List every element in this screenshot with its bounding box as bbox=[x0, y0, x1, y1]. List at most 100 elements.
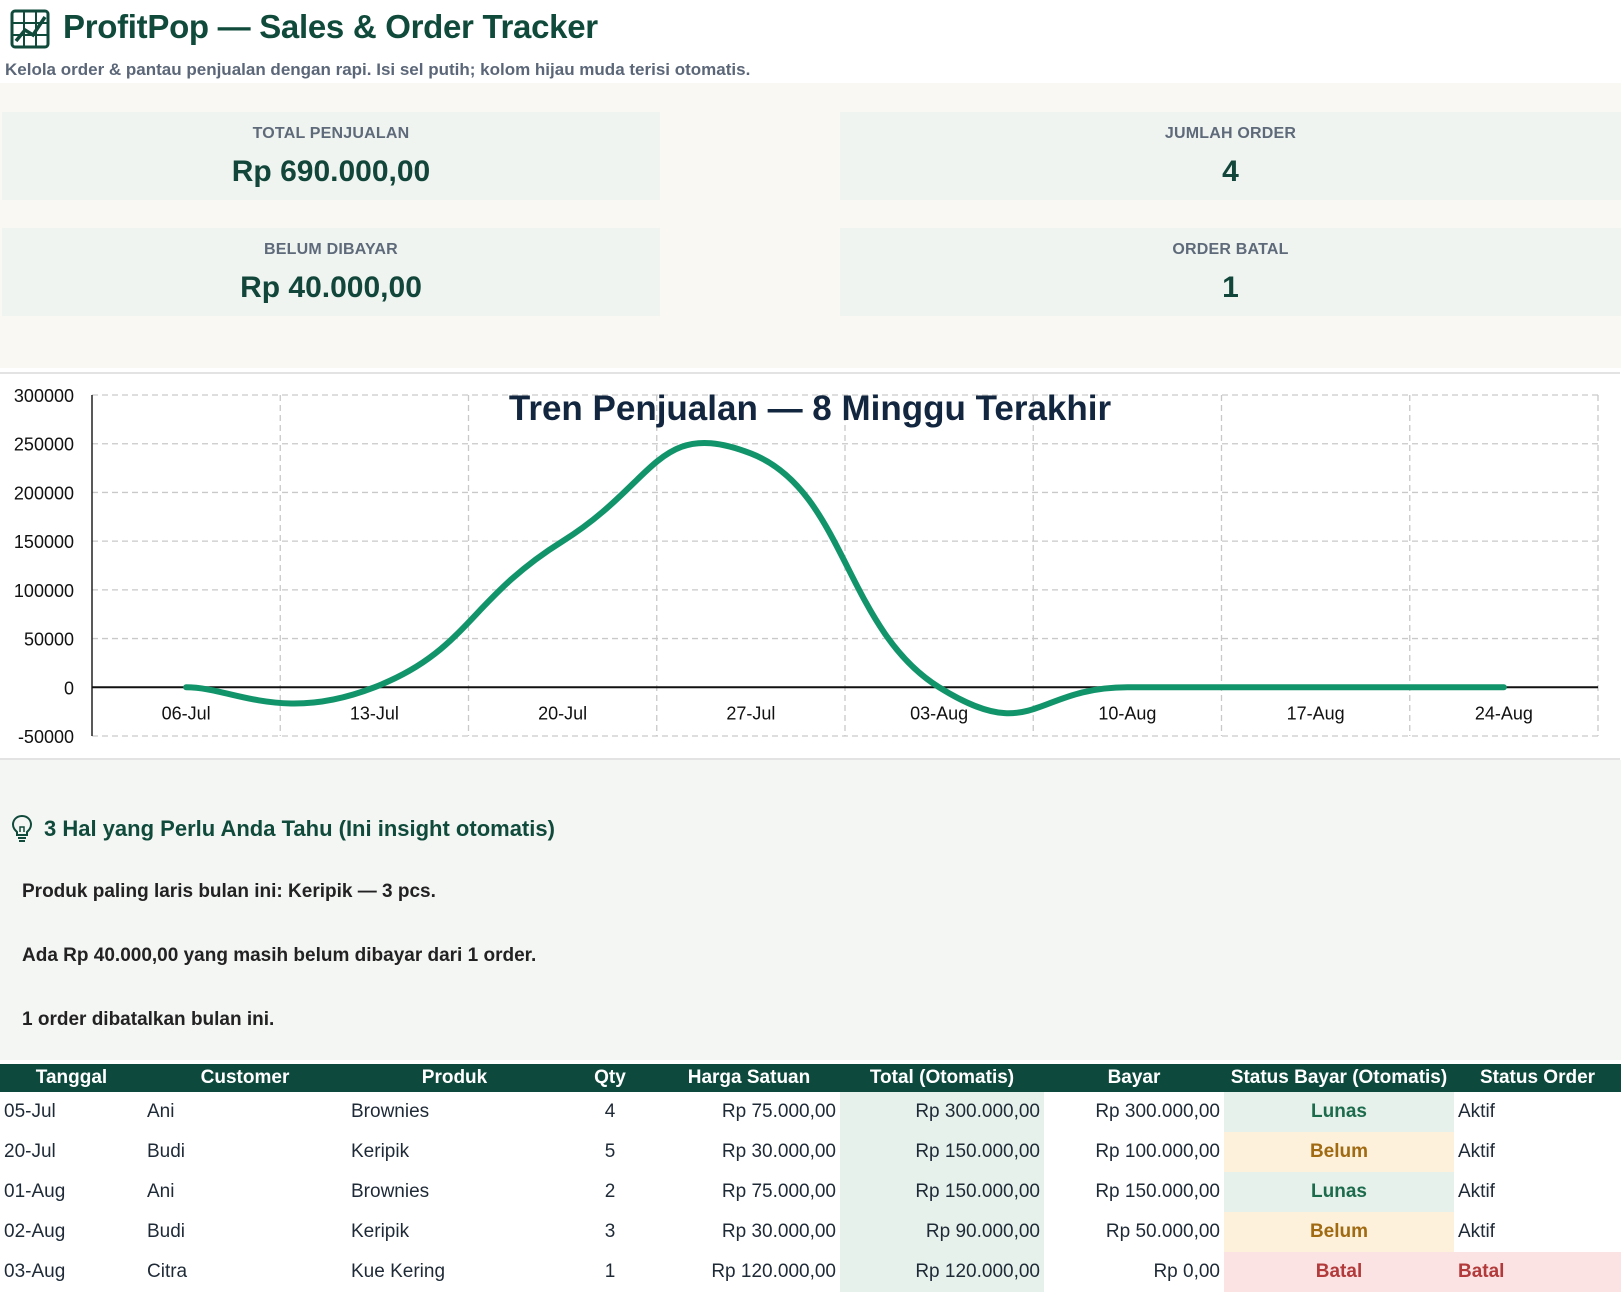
cell-status-order[interactable]: Aktif bbox=[1458, 1181, 1495, 1202]
column-header-produk[interactable]: Produk bbox=[347, 1064, 562, 1092]
cell-customer[interactable]: Budi bbox=[147, 1141, 186, 1162]
kpi-value: Rp 690.000,00 bbox=[231, 155, 431, 188]
column-header-tanggal[interactable]: Tanggal bbox=[0, 1064, 143, 1092]
cell-qty[interactable]: 5 bbox=[604, 1141, 616, 1162]
cell-bayar[interactable]: Rp 300.000,00 bbox=[1095, 1101, 1220, 1122]
y-tick-label: 300000 bbox=[14, 386, 74, 406]
cell-total: Rp 300.000,00 bbox=[840, 1092, 1044, 1132]
cell-status-order[interactable]: Aktif bbox=[1458, 1101, 1495, 1122]
cell-tanggal[interactable]: 20-Jul bbox=[4, 1141, 56, 1162]
insight-item: Produk paling laris bulan ini: Keripik —… bbox=[22, 881, 436, 902]
cell-customer[interactable]: Ani bbox=[147, 1181, 175, 1202]
cell-total: Rp 90.000,00 bbox=[840, 1212, 1044, 1252]
cell-status-bayar: Belum bbox=[1224, 1132, 1454, 1172]
column-header-bayar[interactable]: Bayar bbox=[1044, 1064, 1224, 1092]
cell-qty[interactable]: 3 bbox=[604, 1221, 616, 1242]
cell-tanggal[interactable]: 01-Aug bbox=[4, 1181, 66, 1202]
kpi-label: JUMLAH ORDER bbox=[1164, 125, 1297, 142]
kpi-value: Rp 40.000,00 bbox=[240, 271, 422, 304]
orders-table: Tanggal Customer Produk Qty Harga Satuan… bbox=[0, 1064, 1621, 1292]
lightbulb-icon bbox=[11, 814, 33, 842]
insights-title: 3 Hal yang Perlu Anda Tahu (Ini insight … bbox=[44, 816, 555, 841]
column-header-status-order[interactable]: Status Order bbox=[1454, 1064, 1621, 1092]
cell-total: Rp 150.000,00 bbox=[840, 1132, 1044, 1172]
x-tick-label: 27-Jul bbox=[726, 703, 775, 723]
y-tick-label: -50000 bbox=[18, 727, 74, 747]
x-tick-label: 10-Aug bbox=[1098, 703, 1156, 723]
y-tick-label: 250000 bbox=[14, 435, 74, 455]
cell-bayar[interactable]: Rp 100.000,00 bbox=[1095, 1141, 1220, 1162]
kpi-card-order-batal: ORDER BATAL 1 bbox=[840, 228, 1621, 316]
y-tick-label: 50000 bbox=[24, 630, 74, 650]
cell-qty[interactable]: 4 bbox=[604, 1101, 616, 1122]
cell-harga-satuan[interactable]: Rp 75.000,00 bbox=[721, 1101, 836, 1122]
cell-status-order[interactable]: Aktif bbox=[1458, 1221, 1495, 1242]
insights-section: 3 Hal yang Perlu Anda Tahu (Ini insight … bbox=[0, 760, 1621, 1060]
cell-harga-satuan[interactable]: Rp 30.000,00 bbox=[721, 1141, 836, 1162]
kpi-label: BELUM DIBAYAR bbox=[264, 241, 398, 258]
kpi-card-jumlah-order: JUMLAH ORDER 4 bbox=[840, 112, 1621, 200]
cell-produk[interactable]: Keripik bbox=[351, 1221, 410, 1242]
kpi-card-belum-dibayar: BELUM DIBAYAR Rp 40.000,00 bbox=[2, 228, 660, 316]
cell-harga-satuan[interactable]: Rp 30.000,00 bbox=[721, 1221, 836, 1242]
cell-bayar[interactable]: Rp 0,00 bbox=[1153, 1261, 1220, 1282]
kpi-value: 4 bbox=[1222, 155, 1239, 188]
cell-customer[interactable]: Ani bbox=[147, 1101, 175, 1122]
cell-tanggal[interactable]: 02-Aug bbox=[4, 1221, 66, 1242]
cell-produk[interactable]: Keripik bbox=[351, 1141, 410, 1162]
cell-qty[interactable]: 2 bbox=[604, 1181, 616, 1202]
column-header-qty[interactable]: Qty bbox=[562, 1064, 658, 1092]
chart-canvas: 300000 250000 200000 150000 100000 50000 0 -500… bbox=[14, 386, 1599, 747]
cell-total: Rp 120.000,00 bbox=[840, 1252, 1044, 1292]
cell-status-bayar: Lunas bbox=[1224, 1092, 1454, 1132]
cell-status-bayar: Lunas bbox=[1224, 1172, 1454, 1212]
cell-harga-satuan[interactable]: Rp 120.000,00 bbox=[711, 1261, 836, 1282]
cell-produk[interactable]: Brownies bbox=[351, 1101, 430, 1122]
kpi-section: TOTAL PENJUALAN Rp 690.000,00 JUMLAH ORD… bbox=[0, 83, 1621, 368]
insight-item: 1 order dibatalkan bulan ini. bbox=[22, 1009, 275, 1030]
column-header-harga-satuan[interactable]: Harga Satuan bbox=[658, 1064, 840, 1092]
cell-tanggal[interactable]: 03-Aug bbox=[4, 1261, 66, 1282]
orders-table-container: Tanggal Customer Produk Qty Harga Satuan… bbox=[0, 1064, 1621, 1292]
cell-status-order[interactable]: Aktif bbox=[1458, 1141, 1495, 1162]
cell-status-bayar: Batal bbox=[1224, 1252, 1454, 1292]
cell-total: Rp 150.000,00 bbox=[840, 1172, 1044, 1212]
cell-qty[interactable]: 1 bbox=[604, 1261, 616, 1282]
table-header-row: Tanggal Customer Produk Qty Harga Satuan… bbox=[0, 1064, 1621, 1092]
series-line bbox=[183, 440, 1507, 717]
chart-title: Tren Penjualan — 8 Minggu Terakhir bbox=[509, 389, 1112, 428]
table-row: 01-Aug Ani Brownies 2 Rp 75.000,00 Rp 15… bbox=[0, 1172, 1621, 1212]
cell-customer[interactable]: Budi bbox=[147, 1221, 186, 1242]
x-tick-label: 24-Aug bbox=[1475, 703, 1533, 723]
cell-harga-satuan[interactable]: Rp 75.000,00 bbox=[721, 1181, 836, 1202]
column-header-customer[interactable]: Customer bbox=[143, 1064, 347, 1092]
page-subtitle: Kelola order & pantau penjualan dengan r… bbox=[5, 60, 751, 79]
chart-line-icon bbox=[10, 9, 50, 49]
sales-trend-chart[interactable]: 300000 250000 200000 150000 100000 50000 0 -500… bbox=[0, 372, 1620, 760]
y-tick-label: 150000 bbox=[14, 532, 74, 552]
column-header-status-bayar[interactable]: Status Bayar (Otomatis) bbox=[1224, 1064, 1454, 1092]
page-title: ProfitPop — Sales & Order Tracker bbox=[63, 8, 598, 45]
insight-item: Ada Rp 40.000,00 yang masih belum dibaya… bbox=[22, 945, 537, 966]
cell-bayar[interactable]: Rp 150.000,00 bbox=[1095, 1181, 1220, 1202]
y-tick-label: 200000 bbox=[14, 483, 74, 503]
kpi-card-total-penjualan: TOTAL PENJUALAN Rp 690.000,00 bbox=[2, 112, 660, 200]
cell-bayar[interactable]: Rp 50.000,00 bbox=[1105, 1221, 1220, 1242]
kpi-label: ORDER BATAL bbox=[1172, 241, 1289, 258]
y-tick-label: 100000 bbox=[14, 581, 74, 601]
y-tick-label: 0 bbox=[64, 678, 74, 698]
header: ProfitPop — Sales & Order Tracker Kelola… bbox=[0, 0, 1621, 82]
cell-produk[interactable]: Kue Kering bbox=[351, 1261, 446, 1282]
kpi-value: 1 bbox=[1222, 271, 1239, 304]
cell-tanggal[interactable]: 05-Jul bbox=[4, 1101, 56, 1122]
column-header-total[interactable]: Total (Otomatis) bbox=[840, 1064, 1044, 1092]
x-tick-label: 03-Aug bbox=[910, 703, 968, 723]
cell-produk[interactable]: Brownies bbox=[351, 1181, 430, 1202]
x-tick-label: 20-Jul bbox=[538, 703, 587, 723]
cell-customer[interactable]: Citra bbox=[147, 1261, 188, 1282]
table-row: 20-Jul Budi Keripik 5 Rp 30.000,00 Rp 15… bbox=[0, 1132, 1621, 1172]
cell-status-order[interactable]: Batal bbox=[1454, 1252, 1621, 1292]
table-row: 02-Aug Budi Keripik 3 Rp 30.000,00 Rp 90… bbox=[0, 1212, 1621, 1252]
x-tick-label: 06-Jul bbox=[162, 703, 211, 723]
x-tick-label: 13-Jul bbox=[350, 703, 399, 723]
